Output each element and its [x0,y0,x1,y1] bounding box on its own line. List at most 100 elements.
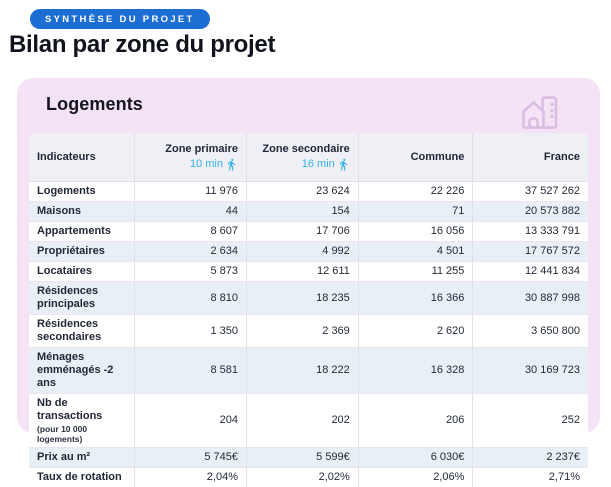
cell-value: 2,71% [548,471,580,483]
column-sub-label: 10 min [189,158,223,170]
cell-value: 1 350 [135,315,247,348]
cell-value: 2 620 [358,315,474,348]
row-label-cell: Locataires [29,262,136,282]
row-sublabel: (pour 10 000 logements) [37,424,88,444]
cell-value: 8 607 [135,222,247,242]
row-label-cell: Résidences secondaires [29,315,136,348]
cell-value: 2,04% [135,468,247,487]
row-label-cell: Nb de transactions (pour 10 000 logements… [29,394,136,448]
cell-value: 22 226 [358,182,474,202]
row-label-cell: Maisons [29,202,136,222]
table-row: Prix au m² 5 745€ 5 599€ 6 030€ 2 237€ [29,448,588,468]
cell-value: 5 745€ [135,448,247,468]
table-row: Appartements 8 607 17 706 16 056 13 333 791 [29,222,588,242]
row-label: Ménages emménagés -2 ans [37,351,114,389]
cell-value: 11 976 [135,182,247,202]
logements-table: Indicateurs Zone primaire 10 min Zone se… [29,133,588,487]
logements-panel: Logements Indicateurs Zone primaire 10 m… [17,78,600,487]
row-label: Propriétaires [37,245,105,257]
cell-value: 13 333 791 [473,222,588,242]
cell-value: 2 237€ [473,448,588,468]
cell-value: 37 527 262 [473,182,588,202]
cell-value: 5 873 [135,262,247,282]
page-title: Bilan par zone du projet [9,31,276,58]
column-label: France [543,150,580,163]
column-label: Commune [410,150,465,163]
table-row: Maisons 44 154 71 20 573 882 [29,202,588,222]
walking-person-icon [340,158,348,171]
row-label-cell: Taux de rotation [29,468,136,487]
cell-value: 204 [135,394,247,448]
row-label: Résidences secondaires [37,318,102,343]
cell-value: 12 611 [247,262,359,282]
cell-value: 2 369 [247,315,359,348]
row-label-cell: Propriétaires [29,242,136,262]
row-label: Résidences principales [37,285,99,310]
cell-value: 20 573 882 [473,202,588,222]
cell-value: 2,06% [359,468,474,487]
cell-value: 12 441 834 [473,262,588,282]
cell-value: 6 030€ [358,448,474,468]
cell-value: 30 169 723 [473,348,588,394]
cell-value: 8 810 [135,282,247,315]
column-header-zone-secondaire: Zone secondaire 16 min [247,133,359,182]
walking-person-icon [228,158,236,171]
cell-value: 11 255 [358,262,474,282]
cell-value: 2,02% [247,468,359,487]
cell-value: 3 650 800 [473,315,588,348]
badge-label: SYNTHÈSE DU PROJET [45,14,195,25]
row-label: Locataires [37,265,93,277]
house-building-icon [522,96,558,129]
table-row: Résidences secondaires 1 350 2 369 2 620 3 6… [29,315,588,348]
cell-value: 2 634 [135,242,247,262]
row-label: Prix au m² [37,451,91,463]
table-body: Logements 11 976 23 624 22 226 37 527 262 Mai… [29,182,588,487]
column-header-france: France [473,133,588,182]
column-sub-label: 16 min [301,158,335,170]
row-label: Logements [37,185,96,197]
cell-value: 71 [358,202,474,222]
cell-value: 23 624 [247,182,359,202]
row-label-cell: Logements [29,182,136,202]
table-row: Résidences principales 8 810 18 235 16 366 3… [29,282,588,315]
table-row: Taux de rotation 2,04% 2,02% 2,06% 2,71% [29,468,588,487]
cell-value: 16 366 [358,282,474,315]
row-label-cell: Résidences principales [29,282,136,315]
table-row: Nb de transactions (pour 10 000 logements… [29,394,588,448]
cell-value: 30 887 998 [473,282,588,315]
row-label: Appartements [37,225,111,237]
row-label: Maisons [37,205,82,217]
cell-value: 154 [247,202,359,222]
cell-value: 16 328 [358,348,474,394]
table-row: Propriétaires 2 634 4 992 4 501 17 767 572 [29,242,588,262]
cell-value: 18 235 [247,282,359,315]
cell-value: 4 501 [358,242,474,262]
cell-value: 252 [473,394,588,448]
column-header-zone-primaire: Zone primaire 10 min [135,133,247,182]
cell-value: 17 767 572 [473,242,588,262]
cell-value: 206 [358,394,474,448]
row-label: Taux de rotation [37,471,122,483]
cell-value: 44 [135,202,247,222]
panel-header: Logements [29,92,588,130]
cell-value: 5 599€ [247,448,359,468]
table-row: Ménages emménagés -2 ans 8 581 18 222 16 32… [29,348,588,394]
row-label: Nb de transactions [37,397,103,422]
cell-value: 4 992 [247,242,359,262]
cell-value: 202 [247,394,359,448]
column-label: Zone primaire [165,143,238,155]
row-label-cell: Prix au m² [29,448,136,468]
column-label: Indicateurs [37,150,96,163]
cell-value: 18 222 [247,348,359,394]
column-header-commune: Commune [358,133,474,182]
project-summary-badge: SYNTHÈSE DU PROJET [30,9,210,29]
cell-value: 16 056 [358,222,474,242]
row-label-cell: Appartements [29,222,136,242]
column-label: Zone secondaire [262,143,350,155]
row-label-cell: Ménages emménagés -2 ans [29,348,136,394]
table-row: Locataires 5 873 12 611 11 255 12 441 834 [29,262,588,282]
table-header-row: Indicateurs Zone primaire 10 min Zone se… [29,133,588,182]
panel-title: Logements [46,94,143,114]
cell-value: 17 706 [247,222,359,242]
cell-value: 8 581 [135,348,247,394]
